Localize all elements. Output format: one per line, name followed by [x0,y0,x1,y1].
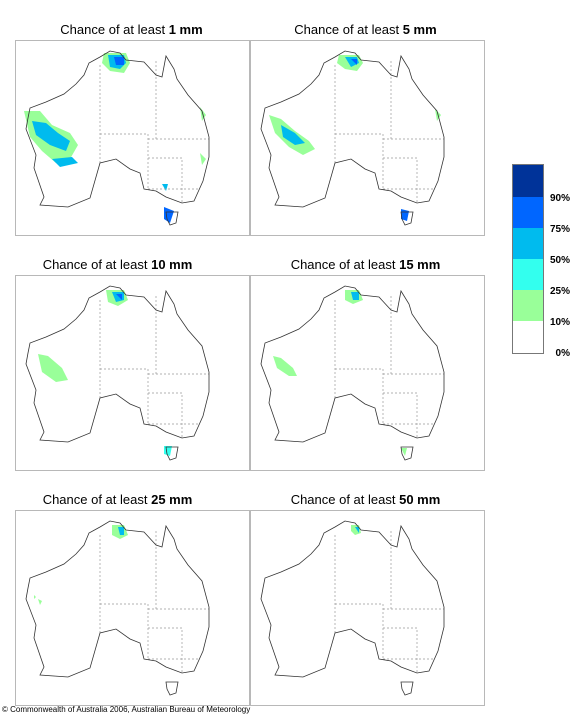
map-1mm [15,40,250,236]
map-5mm [250,40,485,236]
panel-title-10mm: Chance of at least 10 mm [42,257,193,272]
panel-title-15mm: Chance of at least 15 mm [290,257,441,272]
tasmania-coastline [400,681,414,696]
panel-title-50mm: Chance of at least 50 mm [290,492,441,507]
australia-map-svg [24,50,210,226]
mainland-fill [261,521,444,677]
state-borders [99,531,209,673]
probability-region [164,207,174,223]
tasmania-fill [401,682,413,695]
tasmania-fill [166,682,178,695]
australia-map-svg [260,520,445,696]
probability-region [52,157,78,167]
tasmania-coastline [400,211,414,226]
probability-region [118,527,124,535]
tasmania-coastline [165,681,179,696]
coastline [260,285,445,443]
tasmania-coastline [165,211,179,226]
mainland-fill [261,286,444,442]
tasmania-coastline [165,446,179,461]
mainland-fill [261,51,444,207]
legend-swatch-90 [513,165,543,197]
probability-region [114,57,124,65]
legend-swatch-25 [513,259,543,290]
legend-swatch-75 [513,197,543,228]
probability-region [200,153,206,165]
probability-region [38,354,68,382]
panel-title-5mm: Chance of at least 5 mm [294,22,437,37]
probability-region [351,292,359,300]
legend-label-25: 25% [549,286,570,297]
probability-region [32,121,70,151]
copyright-notice: © Commonwealth of Australia 2006, Austra… [2,705,251,714]
probability-region [116,294,122,300]
map-10mm [15,275,250,471]
australia-map-svg [260,285,445,461]
probability-region [162,184,168,191]
probability-region [34,595,36,599]
legend-label-90: 90% [549,193,570,204]
coastline [260,50,445,208]
legend-swatch-10 [513,290,543,321]
legend-swatch-50 [513,228,543,259]
mainland-fill [26,51,209,207]
probability-region [355,527,359,533]
australia-map-svg [25,285,210,461]
probability-legend [512,164,544,354]
legend-label-10: 10% [549,317,570,328]
legend-label-50: 50% [549,255,570,266]
tasmania-coastline [400,446,414,461]
map-50mm [250,510,485,706]
probability-region [273,356,297,376]
probability-region [401,448,407,456]
probability-region [38,599,42,605]
panel-title-25mm: Chance of at least 25 mm [42,492,193,507]
state-borders [334,296,444,438]
probability-region [351,59,357,65]
state-borders [99,61,209,203]
coastline [25,520,210,678]
state-borders [99,296,209,438]
state-borders [334,61,444,203]
australia-map-svg [25,520,210,696]
legend-label-0: 0% [555,348,570,359]
legend-label-75: 75% [549,224,570,235]
map-15mm [250,275,485,471]
coastline [25,50,210,208]
legend-swatch-0 [513,321,543,353]
mainland-fill [26,286,209,442]
state-borders [334,531,444,673]
mainland-fill [26,521,209,677]
map-25mm [15,510,250,706]
probability-region [281,125,305,145]
coastline [260,520,445,678]
coastline [25,285,210,443]
panel-title-1mm: Chance of at least 1 mm [60,22,203,37]
australia-map-svg [260,50,445,226]
